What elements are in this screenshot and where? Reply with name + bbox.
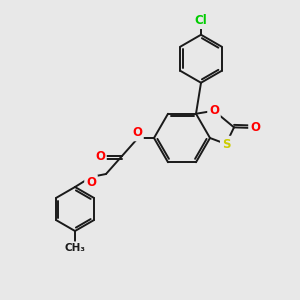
Text: O: O: [132, 127, 142, 140]
Text: S: S: [222, 137, 230, 151]
Text: O: O: [209, 104, 219, 117]
Text: CH₃: CH₃: [64, 243, 86, 253]
Text: Cl: Cl: [195, 14, 207, 27]
Text: O: O: [250, 122, 260, 134]
Text: O: O: [86, 176, 96, 188]
Text: O: O: [95, 149, 105, 163]
